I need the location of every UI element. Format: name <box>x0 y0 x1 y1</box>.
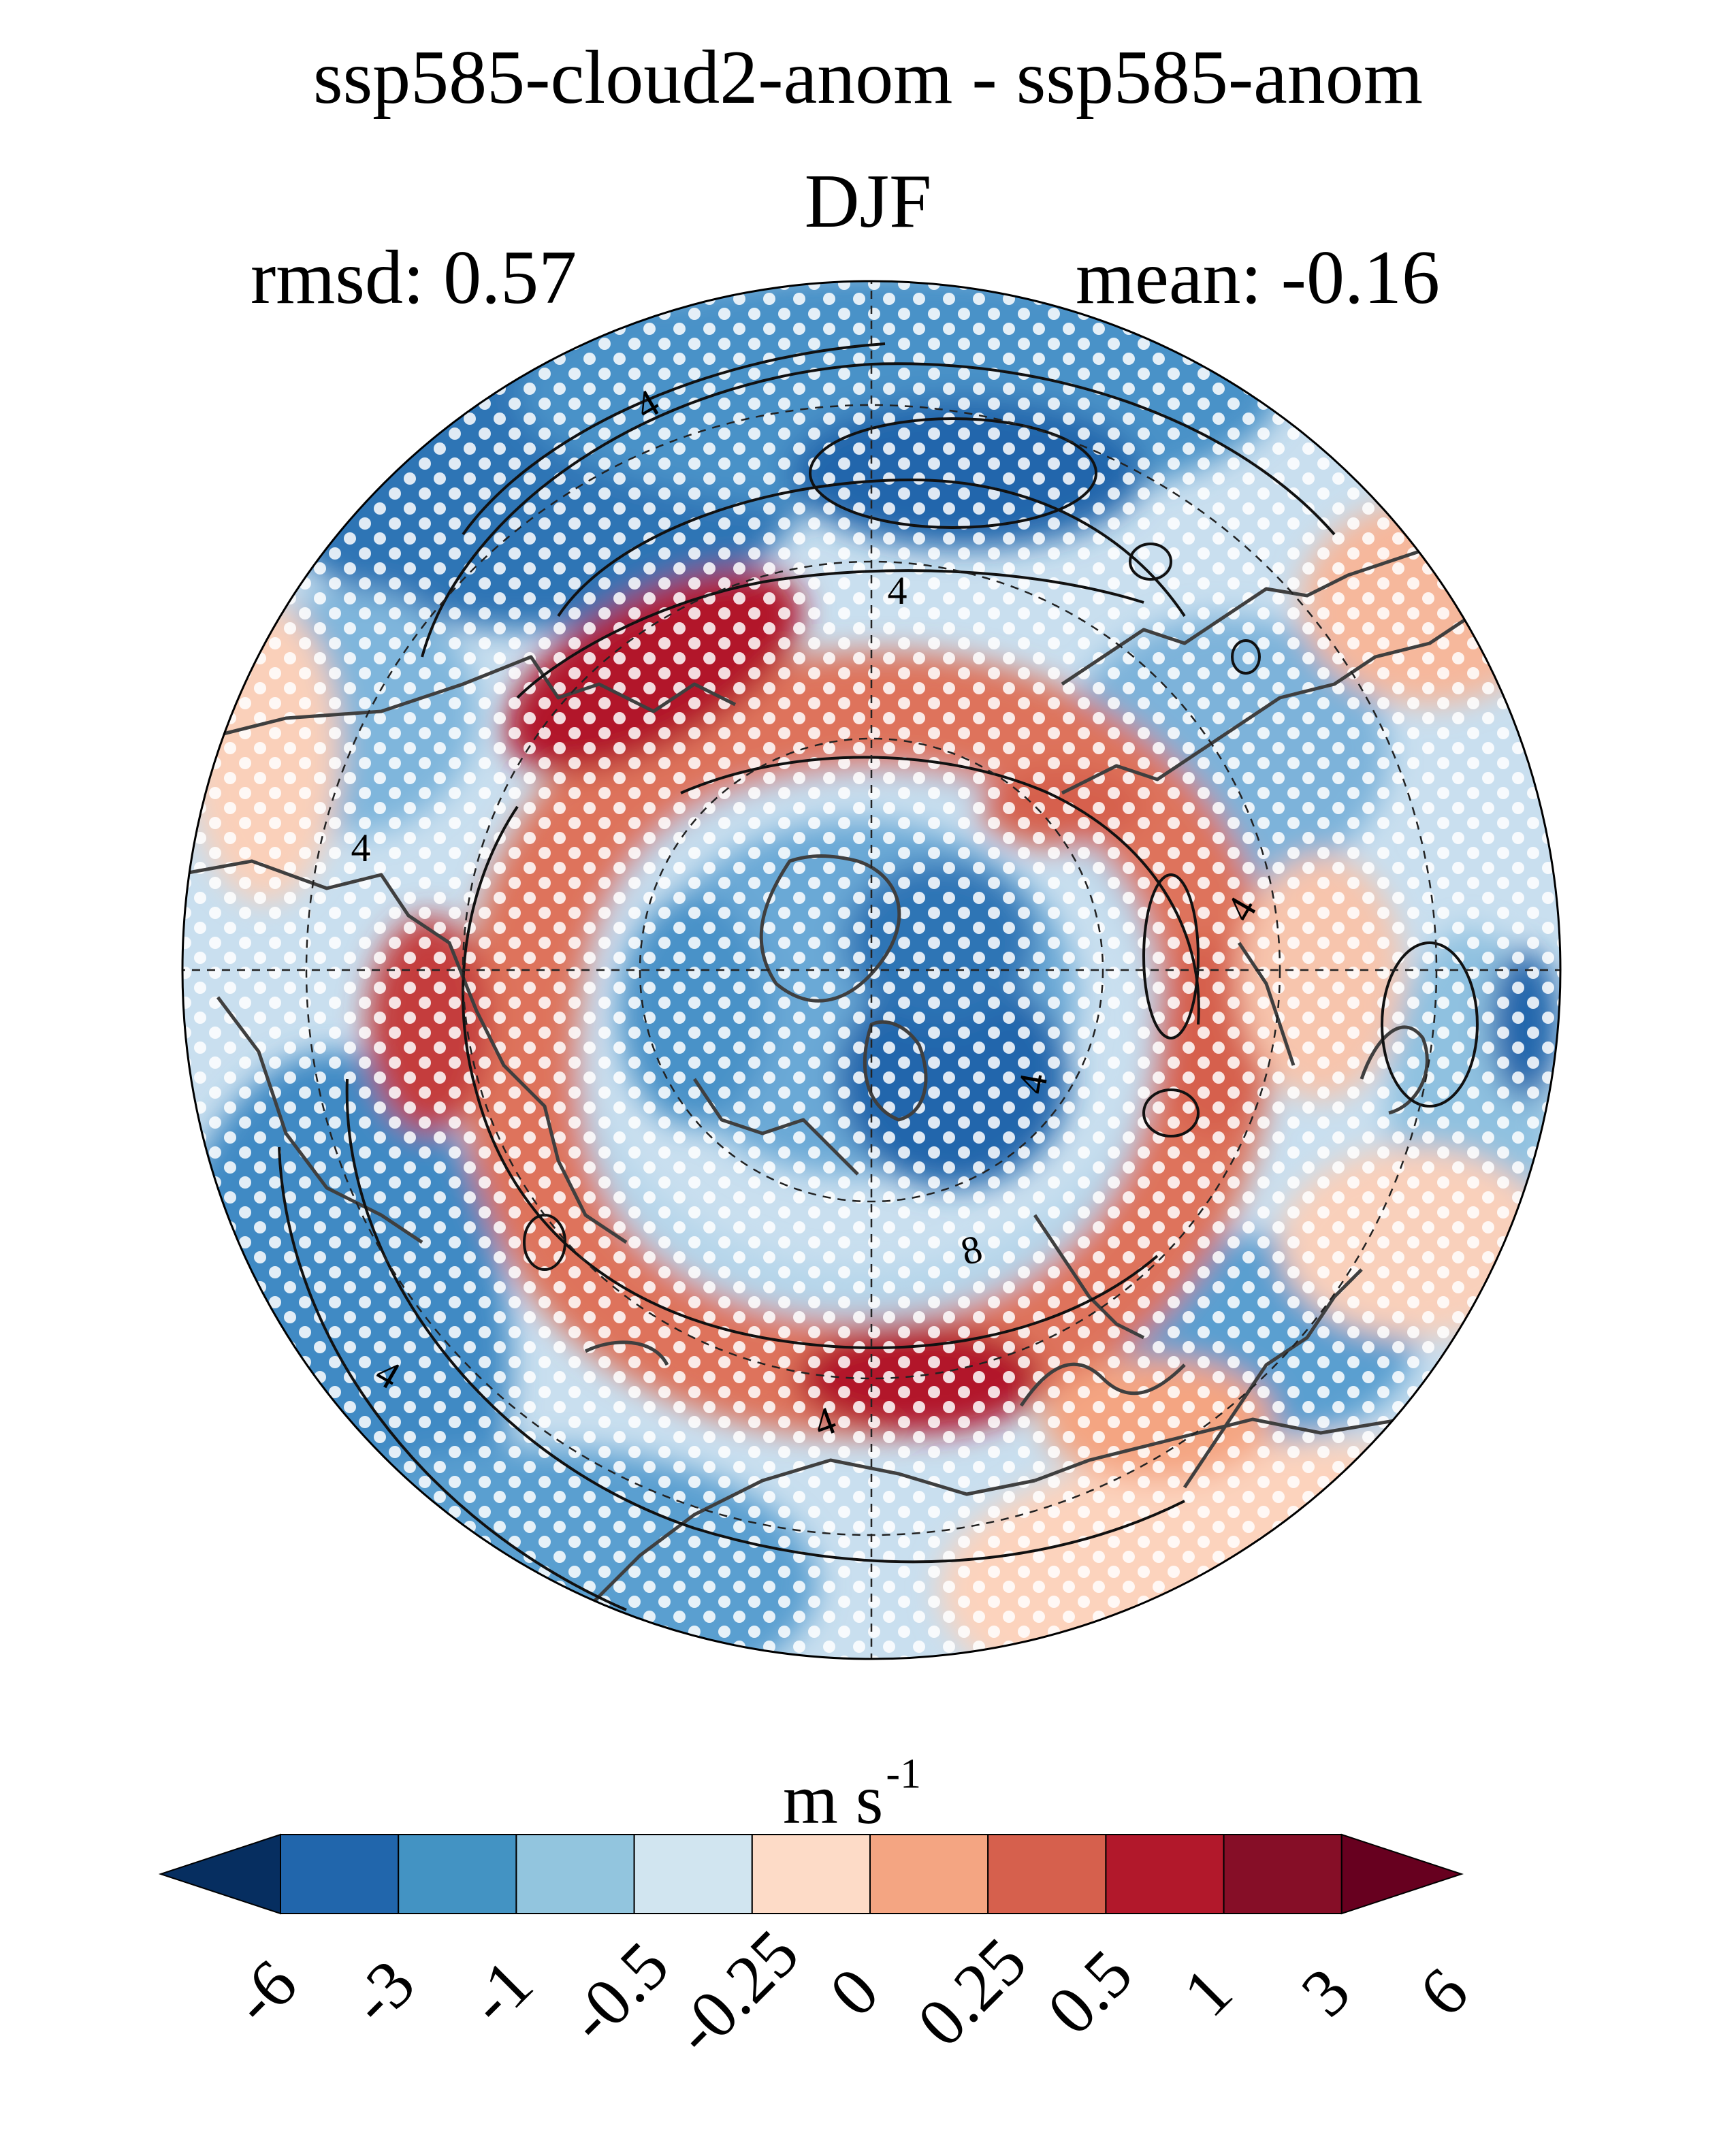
contour-label: 4 <box>888 568 907 613</box>
units-exponent: -1 <box>886 1751 922 1797</box>
units-base: m s <box>783 1760 884 1839</box>
polar-map: 4 4 4 4 4 4 4 8 <box>181 280 1562 1660</box>
colorbar-tick-label: -6 <box>218 1946 311 2039</box>
colorbar-tick-label: -0.25 <box>659 1915 813 2069</box>
colorbar-box <box>633 1834 753 1914</box>
colorbar-box <box>987 1834 1107 1914</box>
colorbar-box <box>1223 1834 1343 1914</box>
colorbar-tick-label: 1 <box>1169 1953 1247 2031</box>
colorbar-tick-label: 0.25 <box>903 1923 1040 2061</box>
colorbar-tick-label: 3 <box>1287 1953 1364 2031</box>
map-title: ssp585-cloud2-anom - ssp585-anom <box>312 35 1423 120</box>
colorbar-tick-label: -1 <box>453 1946 547 2039</box>
graticule <box>182 281 1560 1659</box>
contour-lines <box>278 342 1479 1611</box>
colorbar-tick-label: -0.5 <box>553 1927 683 2056</box>
colorbar-box <box>1105 1834 1225 1914</box>
colorbar-arrow-high <box>1340 1833 1464 1915</box>
colorbar-tick-label: 0 <box>815 1953 893 2031</box>
contour-label: 4 <box>351 826 371 870</box>
colorbar: -6 -3 -1 -0.5-0.25 0 0.250.5 1 3 6 <box>158 1833 1482 2069</box>
colorbar-arrow-low <box>158 1833 281 1915</box>
colorbar-box <box>515 1834 635 1914</box>
map-border <box>181 280 1562 1660</box>
colorbar-box <box>869 1834 989 1914</box>
colorbar-box <box>280 1834 400 1914</box>
rmsd-label: rmsd: 0.57 <box>251 236 577 320</box>
colorbar-box <box>398 1834 517 1914</box>
colorbar-tick-label: 0.5 <box>1033 1935 1146 2049</box>
colorbar-units: m s-1 <box>783 1753 921 1835</box>
season-label: DJF <box>804 159 932 244</box>
colorbar-tick-label: -3 <box>336 1946 429 2039</box>
mean-label: mean: -0.16 <box>1076 236 1440 320</box>
colorbar-box <box>751 1834 871 1914</box>
colorbar-tick-label: 6 <box>1404 1953 1482 2031</box>
